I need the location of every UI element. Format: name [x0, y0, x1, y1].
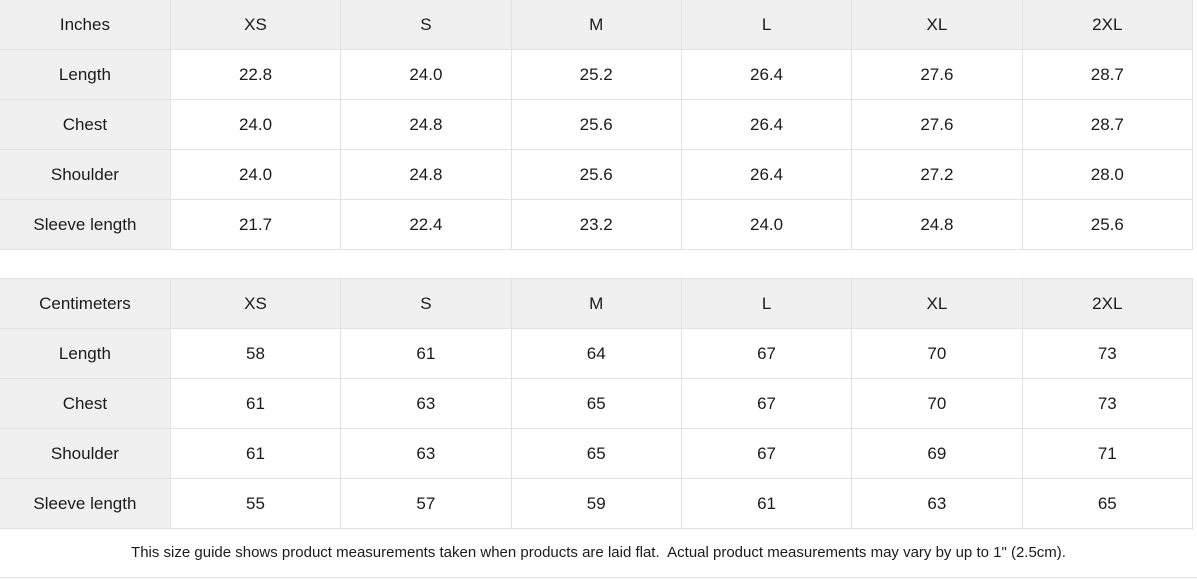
size-header-l: L — [680, 0, 853, 50]
table-row-chest-inches: Chest 24.0 24.8 25.6 26.4 27.6 28.7 — [0, 99, 1194, 150]
measurement-cell: 73 — [1021, 328, 1194, 379]
inches-header-row: Inches XS S M L XL 2XL — [0, 0, 1194, 50]
table-row-sleeve-inches: Sleeve length 21.7 22.4 23.2 24.0 24.8 2… — [0, 199, 1194, 250]
measurement-cell: 61 — [680, 478, 853, 529]
measurement-cell: 27.6 — [851, 99, 1023, 150]
measurement-cell: 61 — [169, 378, 342, 429]
measurement-cell: 24.8 — [340, 149, 512, 200]
measurement-cell: 25.6 — [1021, 199, 1194, 250]
size-header-l: L — [680, 278, 853, 329]
table-row-shoulder-cm: Shoulder 61 63 65 67 69 71 — [0, 428, 1194, 479]
measurement-cell: 65 — [510, 378, 682, 429]
measurement-cell: 67 — [680, 378, 853, 429]
size-header-m: M — [510, 0, 682, 50]
measurement-cell: 23.2 — [510, 199, 682, 250]
measurement-cell: 27.6 — [851, 49, 1023, 100]
table-row-length-cm: Length 58 61 64 67 70 73 — [0, 328, 1194, 379]
measurement-cell: 65 — [1021, 478, 1194, 529]
measurement-cell: 26.4 — [680, 99, 853, 150]
measurement-cell: 28.0 — [1021, 149, 1194, 200]
centimeters-header-row: Centimeters XS S M L XL 2XL — [0, 278, 1194, 329]
row-label: Chest — [0, 378, 171, 429]
inches-size-table: Inches XS S M L XL 2XL Length 22.8 24.0 … — [0, 0, 1194, 250]
table-row-sleeve-cm: Sleeve length 55 57 59 61 63 65 — [0, 478, 1194, 529]
measurement-cell: 63 — [340, 378, 512, 429]
row-label: Sleeve length — [0, 199, 171, 250]
measurement-cell: 55 — [169, 478, 342, 529]
centimeters-size-table: Centimeters XS S M L XL 2XL Length 58 61… — [0, 278, 1194, 529]
measurement-cell: 25.6 — [510, 149, 682, 200]
measurement-cell: 24.0 — [340, 49, 512, 100]
measurement-cell: 21.7 — [169, 199, 342, 250]
footer-note: This size guide shows product measuremen… — [0, 529, 1197, 578]
table-row-length-inches: Length 22.8 24.0 25.2 26.4 27.6 28.7 — [0, 49, 1194, 100]
measurement-cell: 71 — [1021, 428, 1194, 479]
measurement-cell: 26.4 — [680, 49, 853, 100]
measurement-cell: 69 — [851, 428, 1023, 479]
measurement-cell: 24.8 — [340, 99, 512, 150]
table-row-shoulder-inches: Shoulder 24.0 24.8 25.6 26.4 27.2 28.0 — [0, 149, 1194, 200]
size-header-s: S — [340, 0, 512, 50]
measurement-cell: 24.8 — [851, 199, 1023, 250]
measurement-cell: 25.2 — [510, 49, 682, 100]
row-label: Chest — [0, 99, 171, 150]
measurement-cell: 28.7 — [1021, 99, 1194, 150]
unit-header-inches: Inches — [0, 0, 171, 50]
measurement-cell: 63 — [340, 428, 512, 479]
row-label: Shoulder — [0, 149, 171, 200]
measurement-cell: 22.4 — [340, 199, 512, 250]
measurement-cell: 70 — [851, 328, 1023, 379]
measurement-cell: 61 — [340, 328, 512, 379]
size-header-xl: XL — [851, 0, 1023, 50]
measurement-cell: 57 — [340, 478, 512, 529]
measurement-cell: 61 — [169, 428, 342, 479]
row-label: Length — [0, 49, 171, 100]
unit-header-centimeters: Centimeters — [0, 278, 171, 329]
measurement-cell: 24.0 — [680, 199, 853, 250]
size-header-2xl: 2XL — [1021, 278, 1194, 329]
measurement-cell: 67 — [680, 328, 853, 379]
size-header-xs: XS — [169, 278, 342, 329]
size-header-s: S — [340, 278, 512, 329]
measurement-cell: 67 — [680, 428, 853, 479]
measurement-cell: 73 — [1021, 378, 1194, 429]
row-label: Sleeve length — [0, 478, 171, 529]
section-spacer — [0, 250, 1197, 278]
measurement-cell: 24.0 — [169, 149, 342, 200]
measurement-cell: 22.8 — [169, 49, 342, 100]
measurement-cell: 26.4 — [680, 149, 853, 200]
table-row-chest-cm: Chest 61 63 65 67 70 73 — [0, 378, 1194, 429]
measurement-cell: 63 — [851, 478, 1023, 529]
measurement-cell: 58 — [169, 328, 342, 379]
measurement-cell: 28.7 — [1021, 49, 1194, 100]
measurement-cell: 27.2 — [851, 149, 1023, 200]
row-label: Length — [0, 328, 171, 379]
measurement-cell: 70 — [851, 378, 1023, 429]
row-label: Shoulder — [0, 428, 171, 479]
size-header-2xl: 2XL — [1021, 0, 1194, 50]
measurement-cell: 25.6 — [510, 99, 682, 150]
measurement-cell: 64 — [510, 328, 682, 379]
size-header-xs: XS — [169, 0, 342, 50]
measurement-cell: 24.0 — [169, 99, 342, 150]
size-header-m: M — [510, 278, 682, 329]
size-header-xl: XL — [851, 278, 1023, 329]
measurement-cell: 65 — [510, 428, 682, 479]
measurement-cell: 59 — [510, 478, 682, 529]
